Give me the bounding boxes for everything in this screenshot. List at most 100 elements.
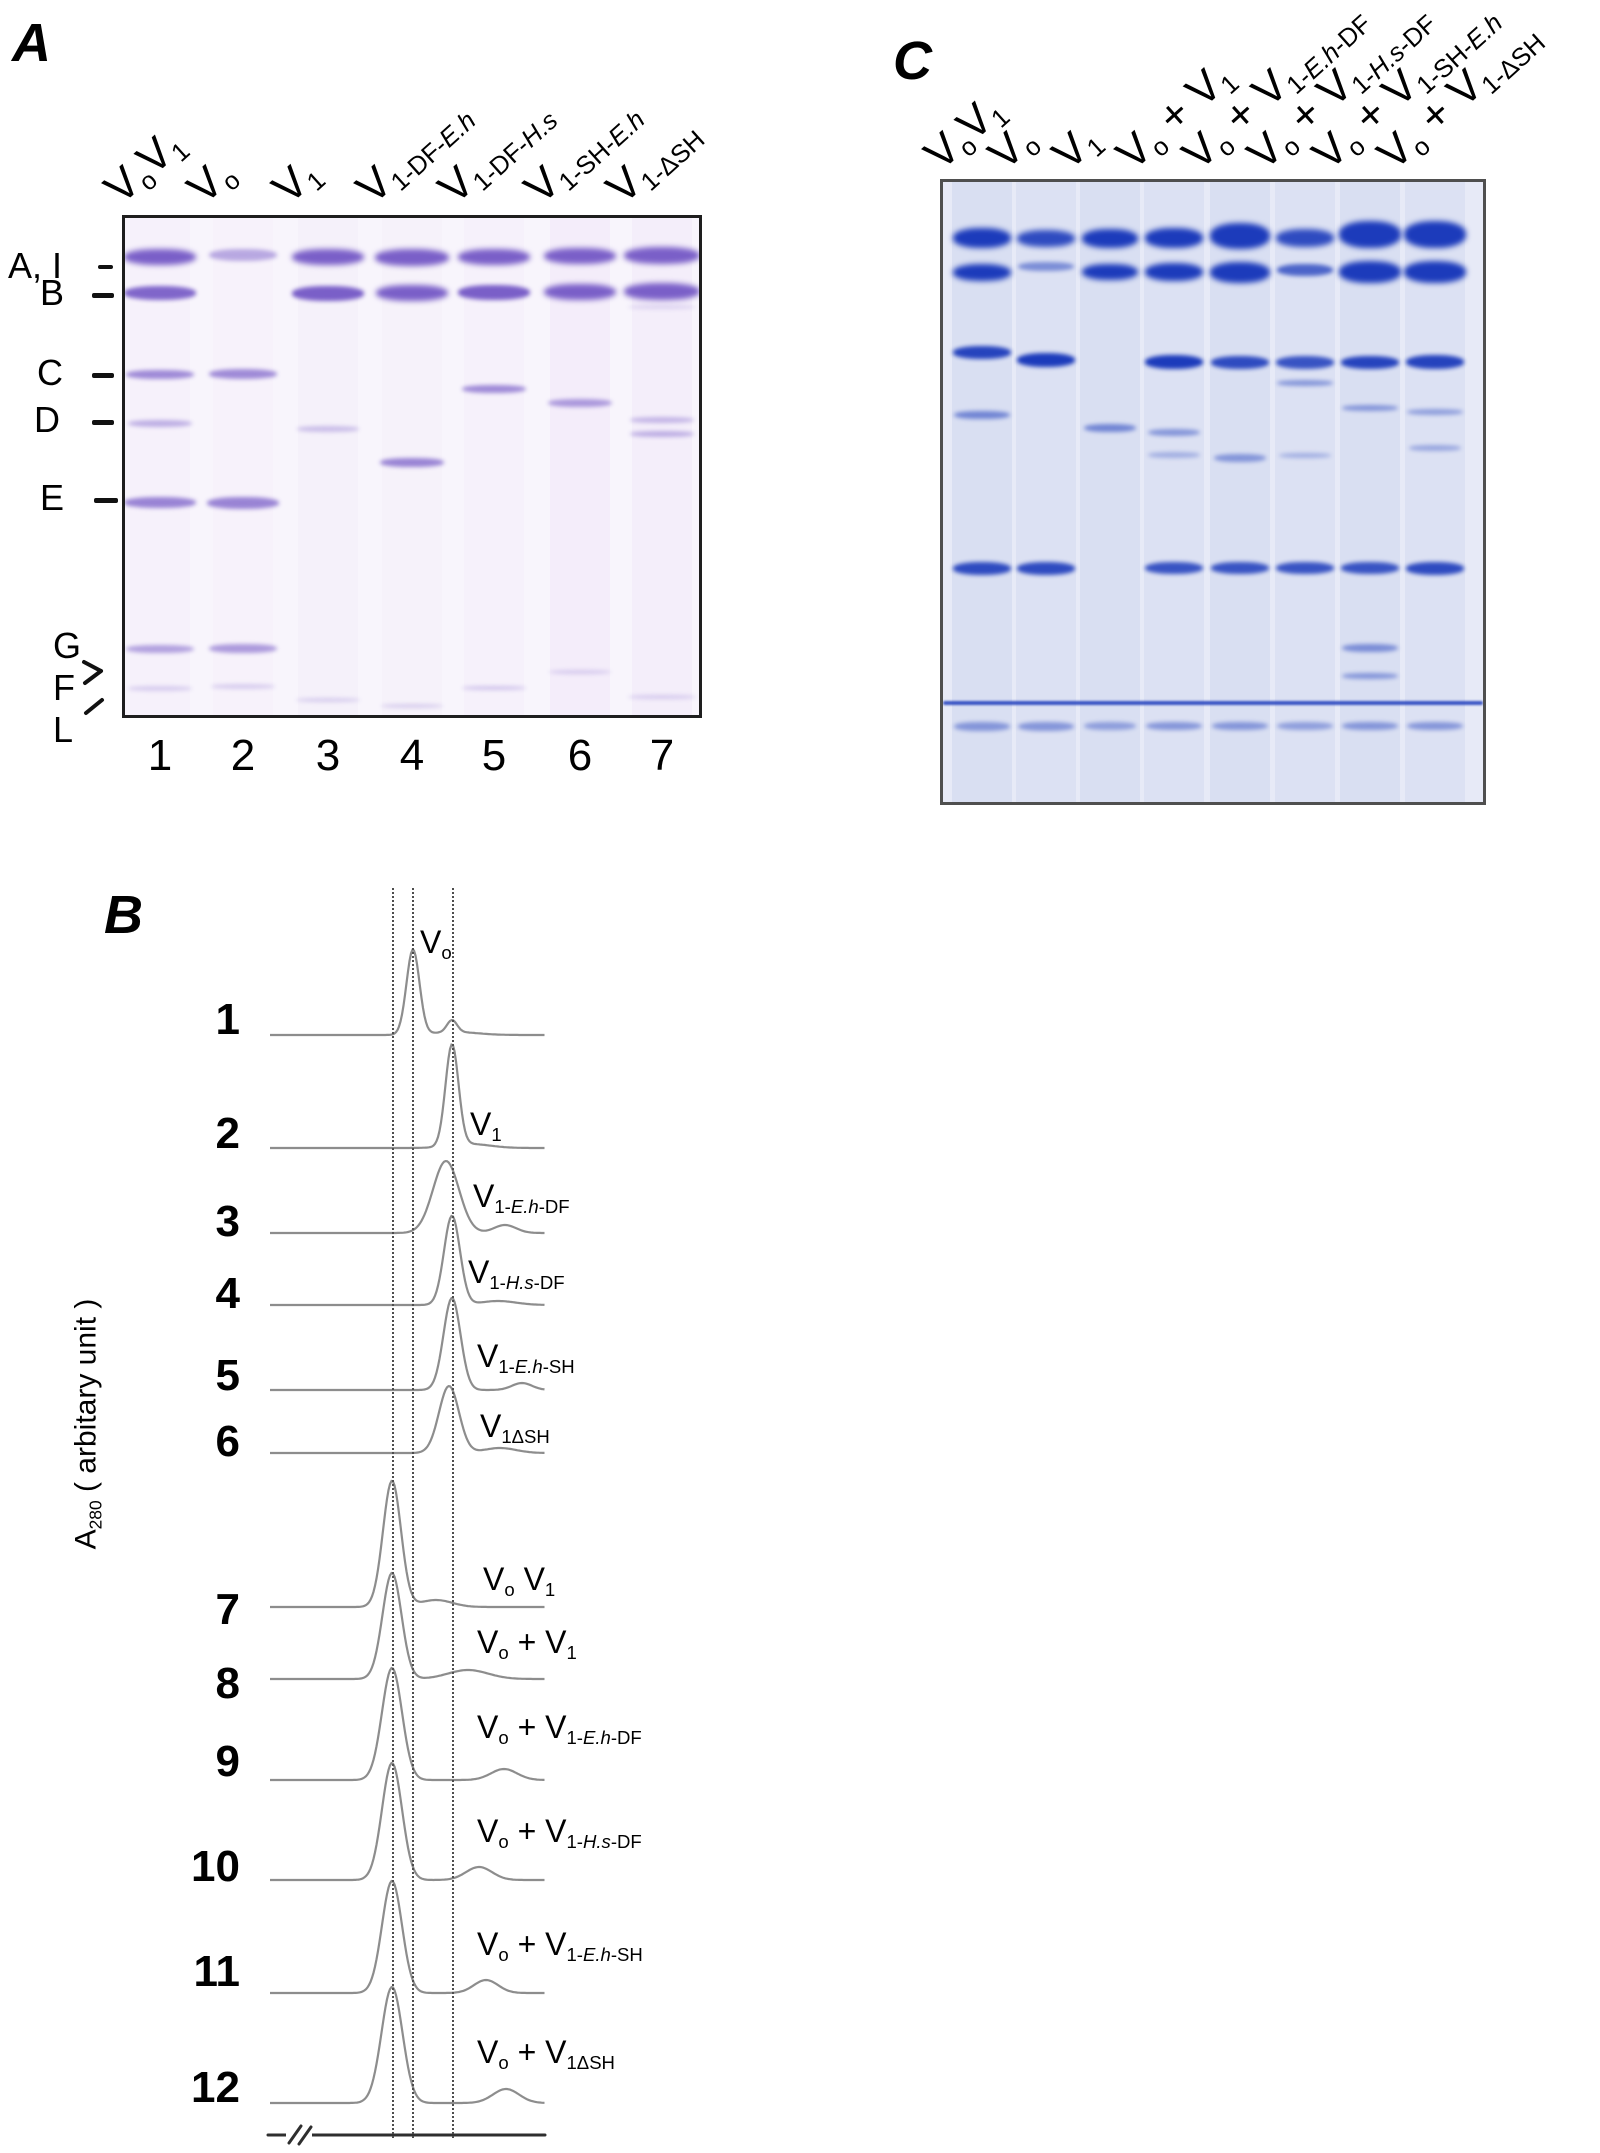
trace-label-1: Vo (420, 925, 452, 963)
label-segment: A (69, 1529, 103, 1550)
gel-band (1341, 355, 1399, 369)
gel-band (1209, 261, 1271, 283)
band-side-label-G: G (53, 625, 82, 666)
lane-label-panelA-3: V1 (263, 150, 336, 222)
gel-band (125, 645, 195, 653)
label-segment: 1 (566, 1641, 577, 1663)
label-segment: 1 (544, 1578, 556, 1600)
gel-band (1276, 229, 1334, 247)
gel-band (381, 704, 443, 708)
gel-band (1407, 409, 1463, 415)
lane-number-7: 7 (649, 731, 675, 780)
gel-lane-streak (1210, 182, 1270, 802)
axis-break-slash (287, 2124, 303, 2145)
gel-band (127, 419, 193, 427)
gel-band (1147, 452, 1201, 458)
trace-label-9: Vo + V1-E.h-DF (477, 1710, 642, 1748)
band-marker-dash (92, 293, 114, 298)
label-segment: o (498, 1641, 509, 1663)
trace-label-7: Vo V1 (483, 1561, 556, 1600)
gel-band (1018, 261, 1074, 271)
lane-number-5: 5 (481, 731, 507, 780)
label-segment: o (498, 1726, 509, 1748)
dotted-guide-line (452, 888, 454, 2138)
band-marker-label-D: D (34, 399, 60, 440)
gel-band (127, 685, 193, 691)
gel-band (458, 249, 530, 265)
label-segment: 1- (566, 1726, 583, 1748)
label-segment: 1-ΔSH (635, 125, 711, 197)
gel-band (376, 285, 448, 301)
band-side-label-F: F (53, 667, 75, 708)
gel-lane-streak (1405, 182, 1465, 802)
gel-band (1408, 445, 1462, 451)
gel-full-width-band (943, 701, 1483, 705)
gel-band (1145, 228, 1203, 248)
band-side-label-L: L (53, 709, 74, 750)
gel-band (547, 399, 613, 407)
label-segment: 1- (489, 1271, 506, 1293)
gel-band (1212, 722, 1268, 730)
band-marker-dash (94, 498, 118, 503)
gel-band (208, 249, 278, 261)
trace-number-1: 1 (215, 995, 240, 1044)
label-segment: V (477, 2034, 499, 2070)
gel-band (1211, 562, 1269, 574)
trace-number-12: 12 (191, 2063, 240, 2112)
gel-band (1017, 353, 1075, 367)
trace-label-5: V1-E.h-SH (477, 1339, 575, 1377)
panel-b-label: B (104, 885, 143, 945)
gel-band (627, 305, 697, 309)
label-segment: H.s (505, 1271, 534, 1293)
gel-band (208, 369, 278, 379)
lane-label-panelC-3: V1 (1043, 116, 1116, 188)
gel-band (125, 496, 196, 508)
band-marker-dash (92, 420, 114, 425)
gel-band (1082, 264, 1138, 280)
gel-band (375, 248, 449, 266)
label-segment: 1 (491, 1123, 502, 1145)
gel-band (627, 695, 697, 699)
gel-lane-streak (464, 218, 524, 715)
band-marker-label-AI: A, I (8, 245, 63, 286)
gel-lane-streak (1080, 182, 1140, 802)
label-segment: 280 (85, 1500, 106, 1530)
trace-number-3: 3 (215, 1197, 240, 1246)
label-segment: E.h (514, 1355, 543, 1377)
gel-band (954, 411, 1010, 419)
gel-band (461, 686, 527, 690)
label-segment: + V (508, 2034, 567, 2070)
label-segment: V (477, 1624, 499, 1660)
gel-lane-streak (1340, 182, 1400, 802)
label-segment: o (498, 1943, 509, 1965)
gel-band (1018, 721, 1074, 731)
label-segment: o (498, 2051, 509, 2073)
label-segment: o (441, 941, 452, 963)
band-marker-label-C: C (37, 352, 63, 393)
gel-band (207, 497, 279, 509)
axis-break-gap (286, 2125, 312, 2145)
trace-number-7: 7 (215, 1585, 240, 1634)
label-segment: -DF (610, 1726, 642, 1748)
label-segment: -DF (610, 1830, 642, 1852)
band-marker-dash (98, 265, 113, 269)
gel-band (210, 683, 276, 689)
label-segment: 1ΔSH (566, 2051, 615, 2073)
trace-number-9: 9 (215, 1737, 240, 1786)
trace-label-6: V1ΔSH (480, 1408, 550, 1446)
gel-band (1338, 220, 1402, 248)
label-segment: + V (508, 1813, 567, 1849)
lane-number-2: 2 (230, 731, 256, 780)
trace-number-6: 6 (215, 1417, 240, 1466)
gel-band (544, 248, 616, 264)
panel-c-label: C (893, 31, 932, 91)
label-segment: 1- (566, 1830, 583, 1852)
gel-band (125, 369, 195, 379)
label-segment: V (483, 1561, 505, 1597)
label-segment: V (480, 1408, 502, 1444)
trace-number-8: 8 (215, 1659, 240, 1708)
label-segment: E.h (582, 1943, 611, 1965)
gel-band (1342, 673, 1398, 679)
label-segment: -DF (533, 1271, 565, 1293)
